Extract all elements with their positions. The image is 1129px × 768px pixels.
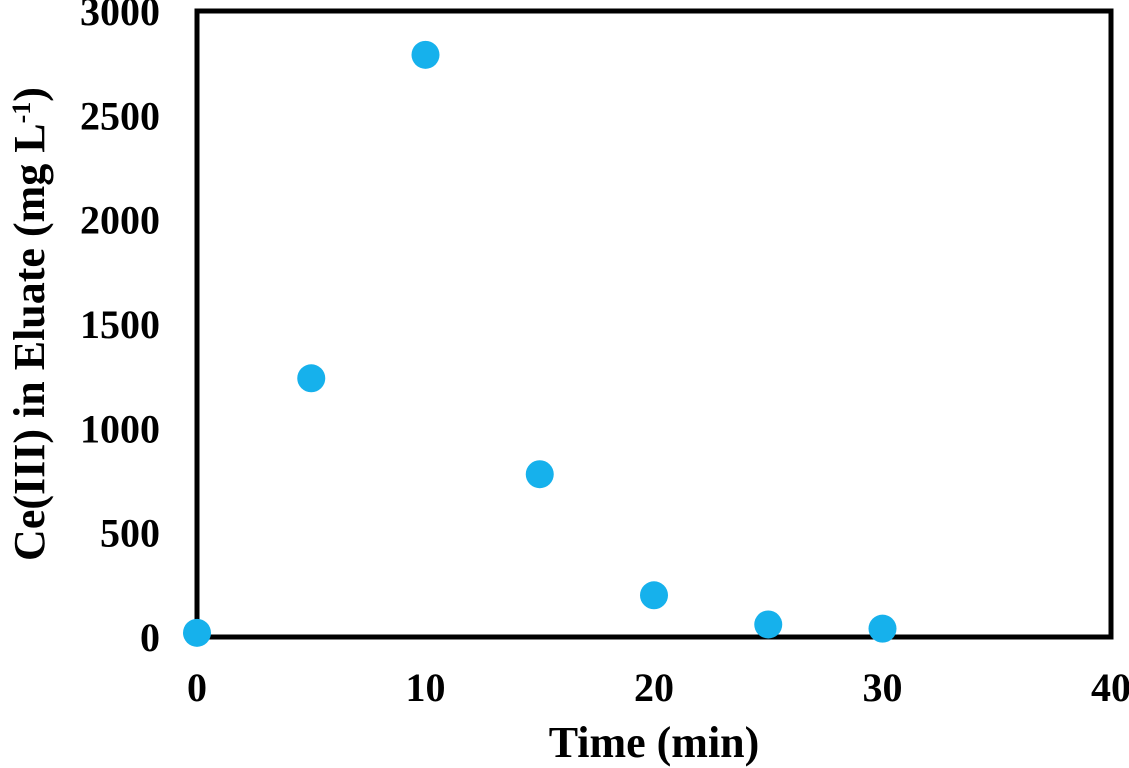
data-point — [411, 40, 440, 69]
data-point — [640, 581, 668, 610]
plot-area-frame — [194, 8, 1114, 640]
y-tick-label: 2000 — [80, 198, 160, 243]
x-tick-label: 20 — [634, 665, 674, 710]
x-tick-label: 30 — [863, 665, 903, 710]
y-tick-label: 500 — [100, 511, 160, 556]
data-point — [297, 364, 326, 393]
y-tick-label: 2500 — [80, 93, 160, 138]
x-tick-label: 0 — [187, 665, 207, 710]
data-point — [525, 460, 554, 489]
data-point — [183, 618, 211, 647]
data-points — [183, 40, 897, 647]
x-axis-label: Time (min) — [549, 718, 760, 767]
y-axis-label-superscript: -1 — [7, 102, 36, 124]
y-axis-label: Ce(III) in Eluate (mg L-1) — [5, 87, 54, 561]
data-point — [754, 610, 783, 639]
y-tick-label: 1000 — [80, 406, 160, 451]
y-tick-label: 1500 — [80, 302, 160, 347]
x-axis-tick-labels: 0 10 20 30 40 — [187, 665, 1129, 710]
x-tick-label: 40 — [1091, 665, 1129, 710]
x-tick-label: 10 — [406, 665, 446, 710]
y-axis-label-main: Ce(III) in Eluate (mg L — [5, 123, 54, 561]
data-point — [868, 614, 897, 643]
y-tick-label: 0 — [140, 615, 160, 660]
y-tick-label: 3000 — [80, 0, 160, 34]
y-axis-label-close: ) — [5, 87, 54, 102]
y-axis-tick-labels: 0 500 1000 1500 2000 2500 3000 — [80, 0, 160, 660]
